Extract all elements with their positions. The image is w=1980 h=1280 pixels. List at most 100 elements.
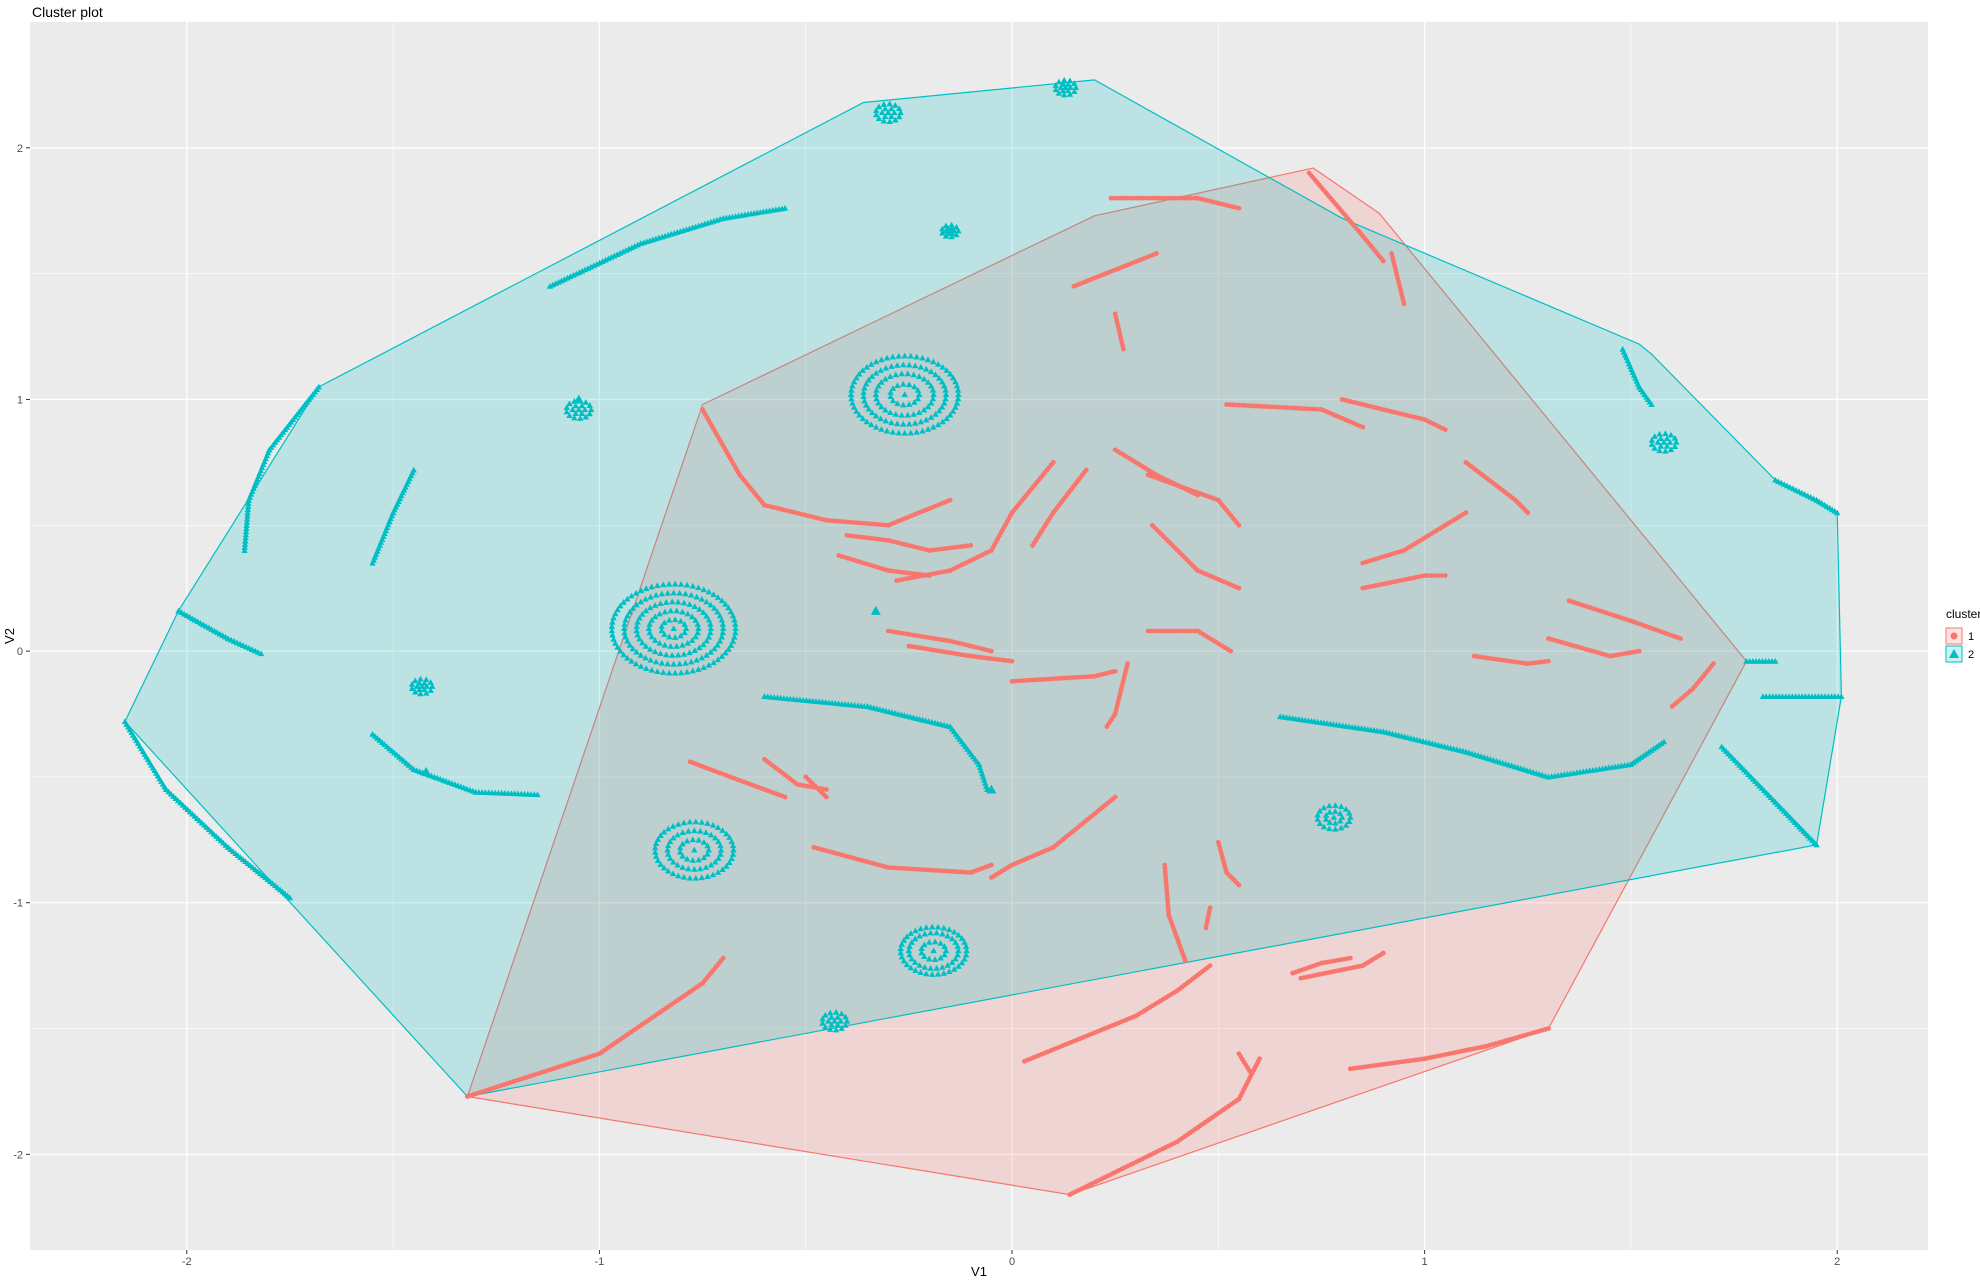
cluster-2-point <box>921 953 928 960</box>
cluster-2-point <box>705 633 713 640</box>
cluster-2-point <box>942 395 949 402</box>
cluster-2-point <box>949 374 957 381</box>
cluster-2-point <box>697 827 704 834</box>
cluster-2-point <box>417 690 424 697</box>
cluster-2-point <box>680 650 688 657</box>
cluster-2-point <box>673 642 680 649</box>
cluster-2-point <box>692 874 700 881</box>
cluster-2-point <box>1060 76 1068 83</box>
cluster-2-point <box>887 409 894 415</box>
cluster-2-point <box>935 374 943 381</box>
cluster-1-point <box>947 497 953 503</box>
cluster-2-point <box>637 663 645 669</box>
cluster-2-point <box>863 363 871 370</box>
cluster-2-point <box>632 589 640 596</box>
cluster-2-point <box>1062 84 1069 90</box>
cluster-2-point <box>679 608 686 615</box>
cluster-2-point <box>942 222 950 229</box>
cluster-2-point <box>1336 810 1344 816</box>
cluster-2-point <box>894 382 901 388</box>
cluster-2-point <box>888 105 895 112</box>
cluster-2-point <box>651 648 659 655</box>
cluster-2-point <box>927 965 934 971</box>
cluster-1-point <box>1207 963 1213 969</box>
cluster-2-point <box>661 619 668 626</box>
cluster-2-point <box>924 356 932 363</box>
cluster-2-point <box>667 642 674 649</box>
cluster-2-point <box>660 669 667 675</box>
cluster-2-point <box>1071 88 1078 95</box>
cluster-2-point <box>648 633 655 640</box>
cluster-2-point <box>915 391 923 397</box>
cluster-2-point <box>848 386 855 393</box>
cluster-2-point <box>681 621 688 627</box>
cluster-2-point <box>880 117 888 124</box>
cluster-2-point <box>732 620 739 627</box>
cluster-2-point <box>924 379 932 385</box>
cluster-2-point <box>686 874 694 881</box>
cluster-2-point <box>887 373 894 379</box>
cluster-2-point <box>681 629 688 636</box>
cluster-2-point <box>860 389 867 395</box>
cluster-2-point <box>695 856 702 863</box>
cluster-2-point <box>927 929 934 936</box>
cluster-2-point <box>881 105 889 112</box>
cluster-2-point <box>932 371 939 378</box>
cluster-2-point <box>918 949 925 956</box>
cluster-2-point <box>1671 443 1679 449</box>
cluster-2-point <box>1346 809 1353 816</box>
cluster-2-point <box>850 403 858 410</box>
cluster-2-point <box>633 627 640 634</box>
cluster-2-point <box>665 580 673 587</box>
cluster-2-point <box>677 617 684 624</box>
cluster-2-point <box>929 395 937 402</box>
cluster-2-point <box>703 598 710 605</box>
cluster-2-point <box>941 399 948 406</box>
cluster-2-point <box>671 616 679 623</box>
cluster-2-point <box>933 929 940 936</box>
cluster-2-point <box>892 411 900 417</box>
cluster-1-point <box>1236 882 1242 888</box>
cluster-2-point <box>657 861 664 867</box>
cluster-2-point <box>1666 439 1674 445</box>
legend-label-1: 1 <box>1968 631 1974 643</box>
cluster-2-point <box>717 846 725 853</box>
cluster-2-point <box>939 930 946 937</box>
cluster-2-point <box>889 397 897 404</box>
cluster-2-point <box>572 402 579 409</box>
cluster-2-point <box>950 928 958 935</box>
cluster-1-point <box>1030 543 1036 548</box>
cluster-2-point <box>257 650 265 657</box>
cluster-2-point <box>886 100 893 107</box>
cluster-2-point <box>652 591 660 598</box>
cluster-1-point <box>1158 628 1164 634</box>
cluster-2-point <box>1059 87 1067 94</box>
cluster-2-point <box>718 616 725 623</box>
cluster-2-point <box>1316 820 1324 826</box>
cluster-2-point <box>943 367 950 373</box>
cluster-2-point <box>904 370 911 377</box>
cluster-2-point <box>679 641 686 648</box>
cluster-2-point <box>725 645 732 652</box>
cluster-2-point <box>673 607 680 614</box>
cluster-2-point <box>929 386 937 393</box>
cluster-2-point <box>901 352 908 359</box>
cluster-2-point <box>849 382 856 389</box>
cluster-2-point <box>1657 442 1665 449</box>
cluster-2-point <box>705 846 712 853</box>
cluster-2-point <box>916 962 923 968</box>
cluster-2-point <box>1342 805 1350 812</box>
cluster-2-point <box>679 840 686 847</box>
cluster-2-point <box>878 403 885 410</box>
cluster-2-point <box>859 367 866 373</box>
cluster-2-point <box>242 531 250 538</box>
cluster-2-point <box>421 766 432 776</box>
cluster-2-point <box>856 411 863 418</box>
cluster-2-point <box>940 969 948 976</box>
cluster-2-point <box>587 406 595 413</box>
cluster-2-point <box>636 635 643 642</box>
cluster-2-point <box>832 1008 840 1015</box>
cluster-2-point <box>686 818 694 825</box>
cluster-2-point <box>828 1021 835 1028</box>
cluster-2-point <box>244 509 251 516</box>
